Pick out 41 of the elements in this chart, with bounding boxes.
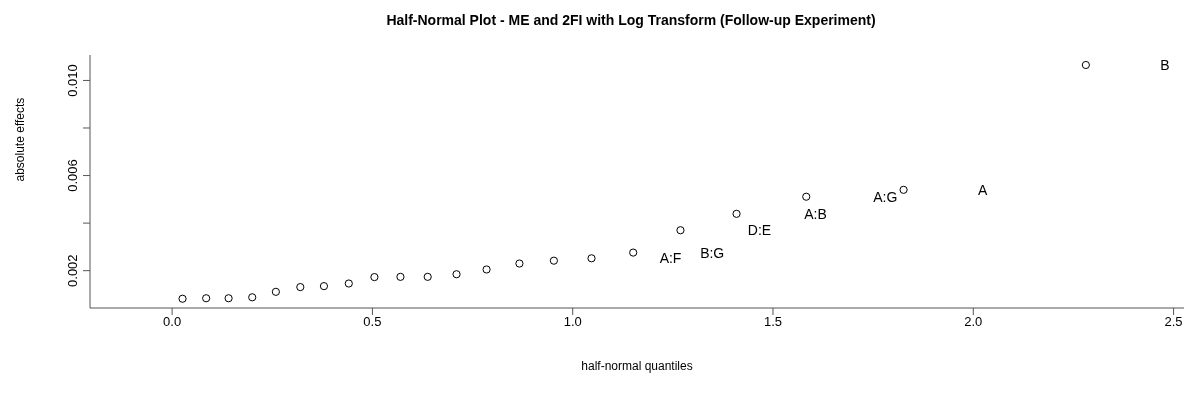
point: [344, 279, 353, 288]
point: [587, 254, 596, 263]
x-tick-label: 2.0: [964, 314, 983, 330]
point: [319, 282, 329, 291]
y-axis-title: absolute effects: [13, 97, 28, 182]
point: [549, 256, 558, 265]
y-tick-label: 0.010: [65, 64, 80, 97]
y-tick-label: 0.002: [65, 254, 80, 287]
x-axis-title: half-normal quantiles: [581, 359, 693, 373]
x-tick-label: 0.0: [163, 314, 182, 330]
point: [482, 265, 491, 274]
point: [629, 248, 638, 257]
point: [452, 270, 461, 279]
annotation: A:F: [659, 250, 682, 267]
annotation: A:G: [873, 188, 898, 205]
point: [732, 209, 741, 218]
annotation: A: [977, 181, 988, 198]
y-tick-label: 0.006: [65, 159, 80, 192]
point: [248, 293, 257, 302]
x-tick-label: 0.5: [363, 314, 382, 330]
point: [515, 259, 524, 268]
point: [224, 294, 233, 303]
point: [178, 294, 187, 303]
annotation: A:B: [804, 205, 827, 222]
x-tick-label: 2.5: [1164, 314, 1183, 330]
point: [396, 272, 405, 281]
x-tick-label: 1.5: [763, 314, 783, 330]
point: [296, 282, 305, 292]
annotation: B: [1160, 56, 1170, 73]
point: [271, 287, 280, 296]
point: [423, 272, 432, 281]
point: [202, 294, 211, 303]
point: [802, 192, 811, 201]
point: [370, 272, 379, 282]
chart-title: Half-Normal Plot - ME and 2FI with Log Transform (Follow-up Experiment): [385, 12, 877, 28]
point: [676, 226, 685, 235]
point: [899, 185, 908, 194]
annotation: D:E: [747, 222, 772, 239]
x-tick-label: 1.0: [563, 314, 582, 330]
point: [1081, 60, 1090, 70]
annotation: B:G: [700, 244, 725, 261]
